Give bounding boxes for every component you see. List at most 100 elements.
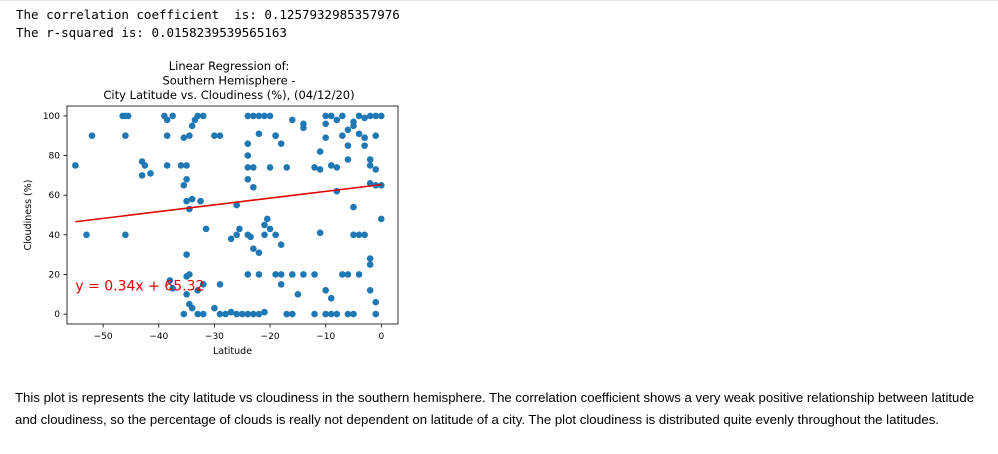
x-tick-label: −50 [94,332,113,342]
data-point [266,225,274,233]
x-tick-label: −20 [261,332,280,342]
data-point [366,162,374,169]
data-point [378,112,385,120]
data-point [255,310,263,318]
data-point [366,179,374,187]
data-point [327,112,335,120]
chart-labels: y = 0.34x + 65.32 Latitude Cloudiness (%) [23,180,252,358]
data-point [361,231,368,239]
data-point [327,294,335,302]
data-point [211,304,218,312]
data-point [266,164,274,171]
data-point [322,120,329,128]
x-tick-label: 0 [378,332,384,342]
data-point [333,116,341,124]
chart-title: Linear Regression of:Southern Hemisphere… [103,59,354,102]
data-point [311,271,318,278]
data-point [366,255,374,262]
data-point [283,164,291,171]
data-point [83,231,90,239]
data-point [183,197,190,205]
data-point [124,112,132,120]
data-point [289,271,296,278]
data-point [344,156,352,163]
data-point [366,156,374,163]
data-point [177,162,185,169]
data-point [316,229,324,237]
x-axis-label: Latitude [213,346,252,357]
data-point [238,310,246,318]
data-point [233,310,240,318]
data-point [227,308,235,316]
data-point [339,132,346,140]
data-point [327,310,335,318]
data-point [244,112,252,120]
data-point [163,132,171,140]
data-point [244,310,252,318]
data-point [294,290,302,298]
y-tick-label: 100 [43,112,60,122]
data-point [183,162,190,169]
data-point [277,241,285,249]
data-point [289,116,296,124]
data-point [250,112,257,120]
data-point [197,197,204,205]
data-point [283,310,291,318]
y-tick-label: 80 [49,152,61,162]
data-point [272,132,279,140]
data-point [350,118,357,126]
data-point [266,112,274,120]
data-point [372,298,380,306]
x-tick-label: −30 [205,332,224,342]
data-point [333,164,341,171]
data-point [194,112,202,120]
data-point [350,310,357,318]
plot-frame [66,105,399,325]
data-point [202,225,210,233]
data-point [188,304,196,312]
data-point [372,166,380,173]
data-point [222,310,229,318]
data-point [199,310,207,318]
data-point [233,231,240,239]
data-point [372,132,380,140]
data-point [339,112,346,120]
data-point [272,271,279,278]
data-point [250,245,257,252]
data-point [327,162,335,169]
data-point [250,310,257,318]
data-point [88,132,96,140]
data-point [250,183,257,191]
data-point [300,271,307,278]
data-point [261,308,268,316]
chart-axes: −50 −40 −30 −20 −10 0 0 20 40 60 80 100 [43,105,399,342]
data-point [300,124,307,132]
data-point [216,310,224,318]
chart-title-line: Southern Hemisphere - [162,74,295,88]
data-point [244,164,252,171]
data-point [366,112,374,120]
data-point [186,132,193,140]
data-point [188,195,196,203]
data-point [211,132,218,140]
data-point [333,310,341,318]
data-point [272,231,279,239]
data-point [316,166,324,173]
data-point [199,281,207,288]
data-point [122,132,129,140]
data-point [186,205,193,213]
data-point [322,134,329,142]
data-point [311,164,318,171]
data-point [344,126,352,134]
data-point [244,152,252,159]
data-point [183,290,190,298]
data-point [277,271,285,278]
data-point [169,285,176,292]
data-point [163,162,171,169]
data-point [227,235,235,243]
data-point [163,116,171,124]
y-tick-label: 60 [49,191,61,201]
data-point [194,287,202,294]
data-point [261,112,268,120]
data-point [255,112,263,120]
